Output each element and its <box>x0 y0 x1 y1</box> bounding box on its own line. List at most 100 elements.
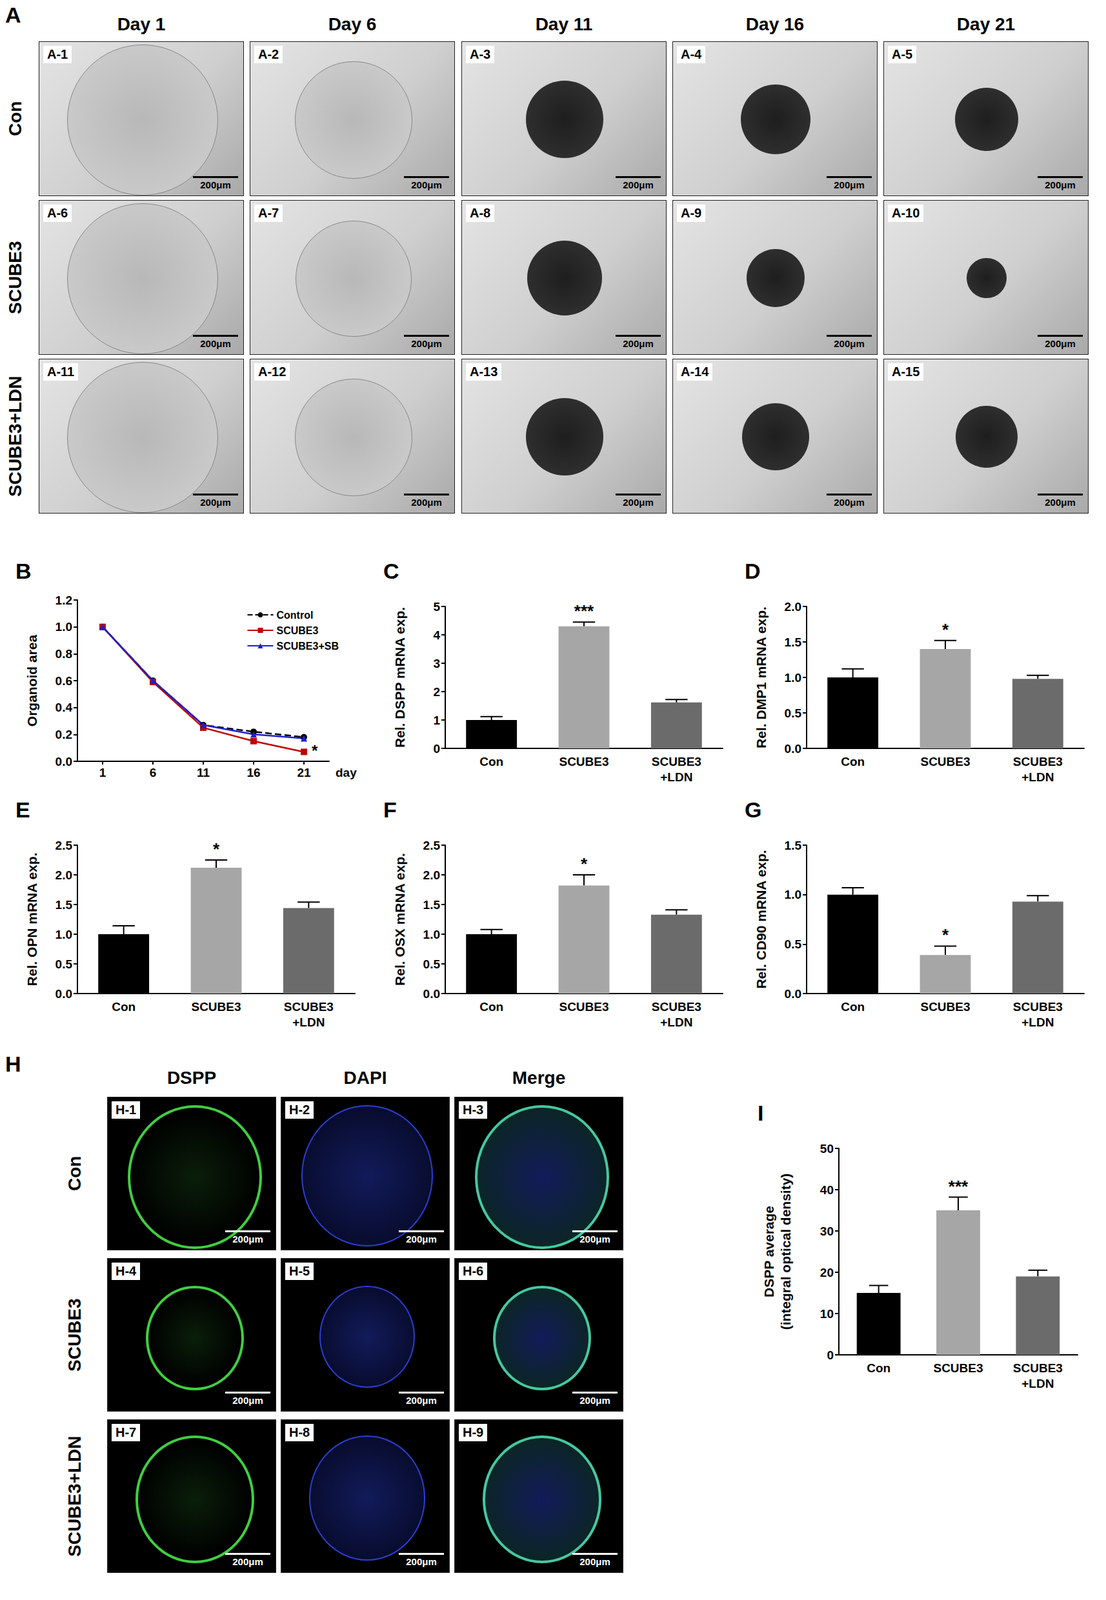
svg-text:1.0: 1.0 <box>784 887 802 902</box>
svg-text:5: 5 <box>432 600 441 614</box>
svg-text:40: 40 <box>820 1183 834 1197</box>
svg-text:0.8: 0.8 <box>55 647 73 661</box>
svg-text:2.5: 2.5 <box>423 838 441 853</box>
svg-text:Rel. OPN mRNA exp.: Rel. OPN mRNA exp. <box>24 853 40 987</box>
svg-text:***: *** <box>574 601 595 621</box>
svg-text:Control: Control <box>276 609 314 621</box>
svg-text:11: 11 <box>196 765 211 780</box>
svg-text:0.5: 0.5 <box>423 957 441 972</box>
svg-text:1.5: 1.5 <box>55 898 73 912</box>
svg-text:1.0: 1.0 <box>55 927 73 942</box>
svg-text:*: * <box>212 839 221 859</box>
svg-text:SCUBE3: SCUBE3 <box>651 1000 702 1014</box>
svg-text:SCUBE3: SCUBE3 <box>920 754 970 769</box>
svg-text:+LDN: +LDN <box>1021 770 1054 785</box>
svg-text:SCUBE3: SCUBE3 <box>1013 1000 1063 1014</box>
svg-text:Rel. DSPP mRNA exp.: Rel. DSPP mRNA exp. <box>392 607 408 748</box>
svg-text:1: 1 <box>99 765 107 780</box>
svg-text:1.0: 1.0 <box>423 927 441 942</box>
svg-text:(integral optical density): (integral optical density) <box>778 1173 794 1331</box>
svg-text:*: * <box>942 925 950 945</box>
svg-text:+LDN: +LDN <box>292 1015 325 1030</box>
svg-text:+LDN: +LDN <box>660 770 693 785</box>
html-text:Day 11: Day 11 <box>535 14 593 35</box>
svg-text:10: 10 <box>820 1307 834 1321</box>
svg-text:Con: Con <box>479 754 504 769</box>
svg-text:1.2: 1.2 <box>55 593 73 608</box>
svg-text:SCUBE3+SB: SCUBE3+SB <box>276 640 339 652</box>
svg-text:0.4: 0.4 <box>55 700 73 715</box>
svg-text:0.2: 0.2 <box>55 727 73 742</box>
html-text:Day 6: Day 6 <box>328 14 377 35</box>
svg-text:2.0: 2.0 <box>784 600 802 614</box>
svg-text:*: * <box>580 854 588 874</box>
svg-text:+LDN: +LDN <box>660 1015 693 1030</box>
svg-text:SCUBE3: SCUBE3 <box>1013 1361 1063 1376</box>
html-text:Merge: Merge <box>512 1067 566 1088</box>
svg-text:4: 4 <box>432 628 441 643</box>
svg-text:1.5: 1.5 <box>784 635 803 650</box>
html-text:Con: Con <box>64 1156 85 1192</box>
svg-text:1.5: 1.5 <box>423 898 441 912</box>
svg-text:SCUBE3: SCUBE3 <box>920 1000 970 1014</box>
html-text:SCUBE3: SCUBE3 <box>5 240 26 315</box>
svg-text:Con: Con <box>111 1000 136 1014</box>
svg-text:1: 1 <box>432 713 441 728</box>
svg-text:DSPP average: DSPP average <box>761 1206 777 1298</box>
svg-text:0.0: 0.0 <box>55 987 73 1001</box>
svg-text:2: 2 <box>432 685 441 699</box>
html-text:Day 21: Day 21 <box>956 14 1016 35</box>
svg-text:0.6: 0.6 <box>55 674 73 688</box>
html-text:DSPP: DSPP <box>167 1067 217 1088</box>
svg-text:Con: Con <box>479 1000 504 1014</box>
svg-text:+LDN: +LDN <box>1021 1015 1054 1030</box>
svg-text:20: 20 <box>820 1266 834 1280</box>
svg-text:2.0: 2.0 <box>423 868 441 883</box>
svg-text:Organoid area: Organoid area <box>24 634 40 727</box>
svg-text:Con: Con <box>866 1361 891 1376</box>
svg-text:*: * <box>942 620 950 640</box>
svg-text:1.5: 1.5 <box>784 838 803 853</box>
svg-text:0.0: 0.0 <box>784 742 802 756</box>
svg-text:SCUBE3: SCUBE3 <box>933 1361 983 1376</box>
svg-text:+LDN: +LDN <box>1021 1377 1054 1391</box>
html-text:Day 16: Day 16 <box>745 14 805 35</box>
svg-text:0.0: 0.0 <box>423 987 441 1001</box>
html-text:Day 1: Day 1 <box>117 14 166 35</box>
svg-text:0.0: 0.0 <box>784 987 802 1001</box>
svg-text:***: *** <box>948 1176 969 1197</box>
svg-text:0.0: 0.0 <box>55 754 73 769</box>
svg-text:6: 6 <box>149 765 157 780</box>
svg-text:SCUBE3: SCUBE3 <box>558 1000 609 1014</box>
svg-text:SCUBE3: SCUBE3 <box>283 1000 334 1014</box>
svg-text:Con: Con <box>840 754 865 769</box>
svg-text:16: 16 <box>246 765 261 780</box>
svg-text:0.5: 0.5 <box>55 957 73 972</box>
svg-text:Rel. DMP1 mRNA exp.: Rel. DMP1 mRNA exp. <box>753 606 769 749</box>
svg-text:Con: Con <box>840 1000 865 1014</box>
svg-text:2.0: 2.0 <box>55 868 73 883</box>
svg-text:SCUBE3: SCUBE3 <box>651 754 702 769</box>
html-text:Con: Con <box>5 101 26 137</box>
svg-text:*: * <box>311 742 319 760</box>
svg-text:21: 21 <box>296 765 312 780</box>
svg-text:0: 0 <box>826 1348 834 1363</box>
svg-text:0.5: 0.5 <box>784 706 803 721</box>
svg-text:2.5: 2.5 <box>55 838 73 853</box>
svg-text:0: 0 <box>432 742 441 756</box>
svg-text:SCUBE3: SCUBE3 <box>276 625 319 637</box>
svg-text:50: 50 <box>820 1142 834 1156</box>
svg-text:Rel. CD90 mRNA exp.: Rel. CD90 mRNA exp. <box>753 849 769 989</box>
svg-text:1.0: 1.0 <box>784 671 802 685</box>
svg-text:0.5: 0.5 <box>784 937 803 952</box>
svg-text:SCUBE3: SCUBE3 <box>1013 754 1063 769</box>
svg-text:SCUBE3: SCUBE3 <box>558 754 609 769</box>
svg-text:3: 3 <box>432 656 441 671</box>
svg-text:day: day <box>335 765 357 780</box>
svg-text:Rel. OSX mRNA exp.: Rel. OSX mRNA exp. <box>392 853 408 986</box>
svg-text:SCUBE3: SCUBE3 <box>191 1000 241 1014</box>
svg-text:1.0: 1.0 <box>55 620 73 634</box>
html-text:SCUBE3+LDN: SCUBE3+LDN <box>5 375 26 497</box>
svg-text:30: 30 <box>820 1224 834 1239</box>
html-text:DAPI: DAPI <box>343 1067 387 1088</box>
